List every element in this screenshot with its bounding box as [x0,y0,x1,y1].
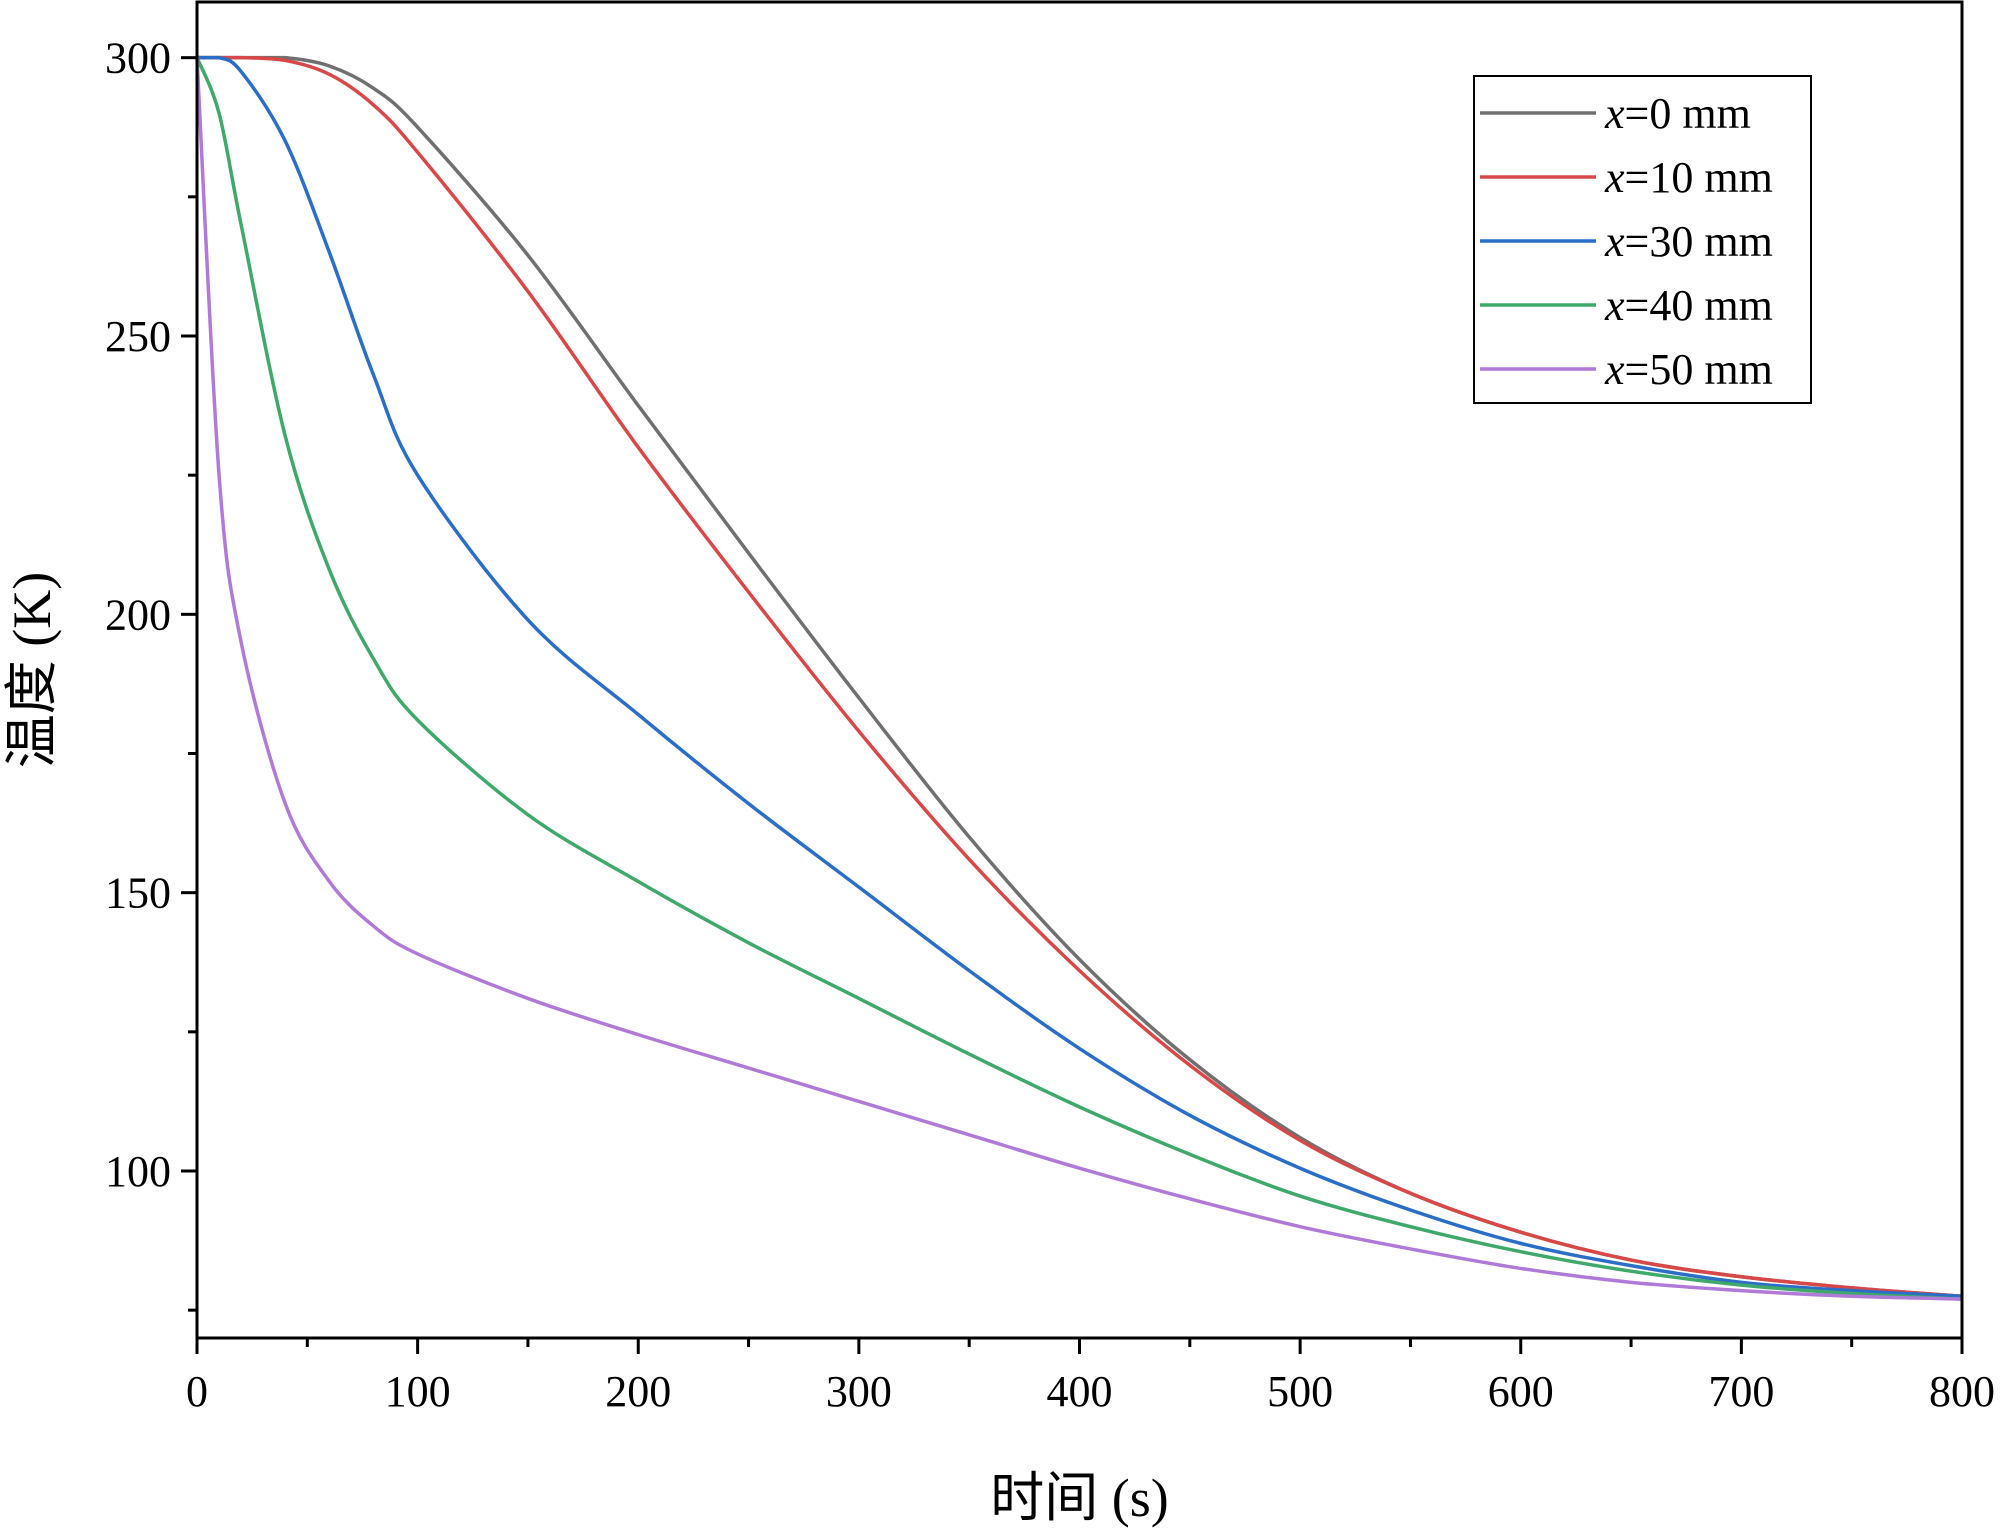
legend-label-var: x [1604,281,1625,330]
x-tick-label: 200 [605,1367,671,1416]
legend-label-0: x=0 mm [1604,89,1751,138]
series-line-2 [196,55,1963,1298]
x-tick-label: 600 [1488,1367,1554,1416]
x-tick-label: 300 [826,1367,892,1416]
series-layer [195,55,1963,1301]
x-tick-label: 500 [1267,1367,1333,1416]
legend-label-4: x=50 mm [1604,345,1773,394]
x-tick-label: 700 [1708,1367,1774,1416]
legend-label-rest: =10 mm [1625,153,1773,202]
legend: x=0 mmx=10 mmx=30 mmx=40 mmx=50 mm [1473,75,1812,404]
legend-label-rest: =40 mm [1625,281,1773,330]
y-tick-label: 150 [105,869,171,918]
legend-label-1: x=10 mm [1604,153,1773,202]
x-tick-label: 800 [1929,1367,1995,1416]
legend-label-3: x=40 mm [1604,281,1773,330]
legend-label-rest: =30 mm [1625,217,1773,266]
legend-label-rest: =0 mm [1625,89,1751,138]
x-tick-label: 400 [1047,1367,1113,1416]
legend-label-var: x [1604,89,1625,138]
legend-label-var: x [1604,345,1625,394]
y-tick-label: 200 [105,590,171,639]
series-line-4 [195,57,1963,1301]
legend-label-var: x [1604,217,1625,266]
y-axis: 100 150 200 250 300 [105,34,197,1312]
x-tick-label: 0 [186,1367,208,1416]
y-tick-label: 250 [105,312,171,361]
y-tick-label: 100 [105,1147,171,1196]
legend-label-rest: =50 mm [1625,345,1773,394]
x-axis: 0 100 200 300 400 500 600 700 800 [186,1338,1995,1416]
x-tick-label: 100 [385,1367,451,1416]
legend-label-var: x [1604,153,1625,202]
x-axis-title: 时间 (s) [990,1468,1168,1528]
y-tick-label: 300 [105,34,171,83]
legend-label-2: x=30 mm [1604,217,1773,266]
series-line-3 [195,56,1963,1301]
y-axis-title: 温度 (K) [2,572,62,768]
series-line-1 [196,55,1963,1298]
